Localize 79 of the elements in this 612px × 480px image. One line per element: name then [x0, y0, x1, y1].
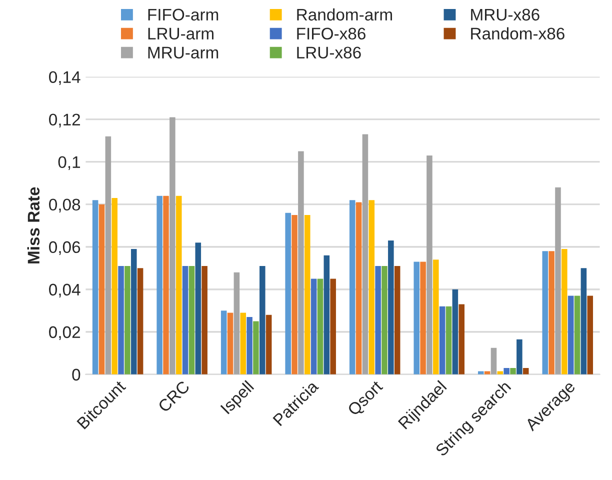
bar: [176, 196, 182, 374]
bar: [170, 117, 176, 374]
bar: [285, 212, 291, 374]
bar: [388, 240, 394, 374]
bar: [414, 262, 420, 374]
y-axis-title: Miss Rate: [27, 187, 40, 264]
bar: [324, 255, 330, 374]
bar: [420, 262, 426, 374]
bar: [555, 187, 561, 374]
legend-label: MRU-x86: [471, 8, 540, 21]
bar: [188, 266, 195, 374]
y-tick-label: 0: [72, 368, 80, 381]
bar: [253, 321, 259, 374]
bar: [98, 204, 105, 374]
bar: [490, 348, 497, 374]
bar: [548, 251, 554, 374]
bar: [304, 214, 310, 374]
bar: [298, 151, 304, 374]
bar: [195, 242, 202, 374]
legend-label: LRU-arm: [148, 28, 214, 40]
bar: [542, 251, 548, 374]
bar: [562, 248, 568, 374]
bar: [580, 268, 587, 374]
bar: [163, 196, 169, 374]
y-tick-label: 0,06: [49, 241, 80, 256]
bar: [568, 296, 574, 374]
bar: [478, 371, 484, 374]
bar: [112, 198, 118, 374]
bar: [330, 278, 336, 374]
bar: [317, 278, 324, 374]
bar: [118, 266, 124, 374]
bar: [368, 200, 375, 374]
y-tick-label: 0,14: [49, 71, 80, 85]
bar: [522, 368, 529, 374]
bar: [574, 296, 580, 374]
y-tick-label: 0,04: [49, 284, 80, 298]
y-tick-label: 0,02: [49, 326, 80, 340]
bar: [587, 296, 594, 374]
bar: [182, 266, 188, 374]
bar: [240, 312, 246, 374]
bar: [446, 306, 452, 374]
legend-label: LRU-x86: [297, 46, 361, 59]
bar: [394, 266, 400, 374]
bar: [202, 266, 208, 374]
bar: [124, 266, 130, 374]
bar: [227, 312, 234, 374]
bar: [260, 266, 266, 374]
bar: [375, 266, 381, 374]
bar: [156, 196, 162, 374]
legend-label: MRU-arm: [148, 46, 218, 59]
bar: [130, 248, 137, 374]
y-tick-label: 0,12: [49, 114, 80, 128]
y-tick-label: 0,1: [58, 156, 80, 170]
bar: [137, 268, 144, 374]
bar: [382, 266, 388, 374]
bar: [510, 368, 516, 374]
bar: [516, 339, 522, 374]
bar: [356, 202, 362, 374]
legend-label: FIFO-arm: [148, 8, 218, 21]
y-tick-label: 0,08: [49, 198, 80, 213]
bar: [310, 278, 317, 374]
bar: [362, 134, 368, 374]
bar: [439, 306, 446, 374]
bar: [220, 310, 227, 374]
bar: [458, 304, 464, 374]
bar: [266, 314, 272, 374]
bar: [426, 155, 432, 374]
bar: [452, 289, 458, 374]
bar: [234, 272, 240, 374]
legend-label: Random-arm: [297, 8, 392, 21]
bar: [504, 368, 510, 374]
bar: [292, 214, 298, 374]
bar: [433, 260, 439, 374]
bar: [105, 136, 112, 374]
bar: [246, 317, 252, 374]
legend-label: Random-x86: [471, 27, 564, 40]
bar: [349, 200, 356, 374]
legend-label: FIFO-x86: [297, 28, 366, 40]
bar: [92, 200, 98, 374]
